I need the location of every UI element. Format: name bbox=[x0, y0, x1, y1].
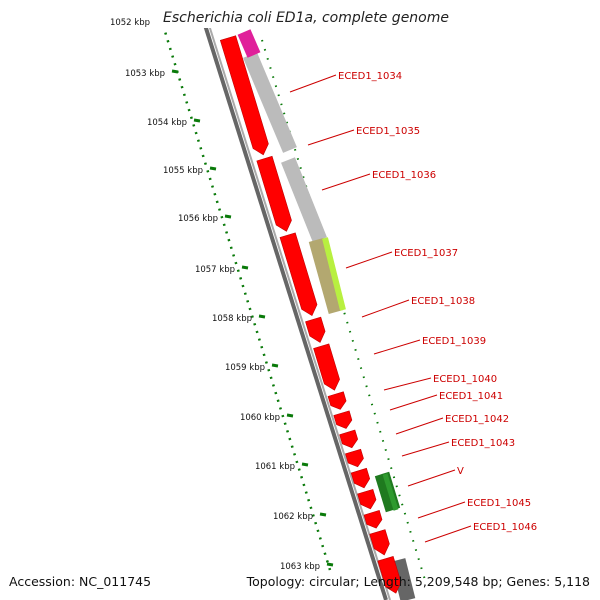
gene-callout-line bbox=[383, 377, 432, 391]
gene-callout-line bbox=[321, 173, 371, 191]
gene-label: ECED1_1042 bbox=[445, 414, 509, 425]
kbp-label: 1054 kbp bbox=[147, 118, 187, 128]
kbp-label: 1061 kbp bbox=[255, 462, 295, 472]
gene-callout-line bbox=[345, 251, 393, 269]
cds-arrow bbox=[339, 429, 359, 449]
gene-callout-line bbox=[361, 299, 410, 318]
gray-feature bbox=[243, 52, 297, 153]
kbp-tick bbox=[193, 118, 201, 123]
kbp-label: 1058 kbp bbox=[212, 314, 252, 324]
kbp-tick bbox=[224, 214, 232, 219]
cds-arrow bbox=[305, 316, 326, 343]
gene-label: ECED1_1035 bbox=[356, 126, 420, 137]
cds-arrow bbox=[369, 529, 390, 556]
kbp-tick bbox=[258, 314, 266, 319]
kbp-tick bbox=[301, 462, 309, 467]
gene-callout-line bbox=[389, 394, 438, 411]
cds-track bbox=[219, 35, 402, 594]
kbp-tick bbox=[319, 512, 327, 517]
olive-feature bbox=[308, 237, 344, 315]
gene-callout-line bbox=[307, 129, 355, 146]
gene-labels: ECED1_1034 ECED1_1035 ECED1_1036 ECED1_1037… bbox=[338, 71, 537, 533]
gene-label: V bbox=[457, 466, 464, 477]
gene-callout-line bbox=[424, 525, 472, 543]
kbp-label: 1063 kbp bbox=[280, 562, 320, 572]
gene-label: ECED1_1039 bbox=[422, 336, 486, 347]
cds-arrow bbox=[350, 467, 371, 489]
lime-feature bbox=[322, 237, 346, 311]
gray-feature bbox=[281, 157, 327, 243]
gene-label: ECED1_1036 bbox=[372, 170, 436, 181]
cds-arrow bbox=[279, 232, 318, 317]
gene-label: ECED1_1034 bbox=[338, 71, 402, 82]
cds-arrow bbox=[327, 391, 347, 410]
gene-label: ECED1_1040 bbox=[433, 374, 497, 385]
gene-callout-line bbox=[417, 501, 466, 519]
kbp-label: 1056 kbp bbox=[178, 214, 218, 224]
magenta-feature bbox=[237, 29, 261, 58]
kbp-label: 1059 kbp bbox=[225, 363, 265, 373]
gene-label: ECED1_1038 bbox=[411, 296, 475, 307]
gene-callouts bbox=[289, 74, 472, 543]
gene-callout-line bbox=[373, 339, 421, 355]
gene-label: ECED1_1045 bbox=[467, 498, 531, 509]
outer-dotted-track bbox=[261, 39, 426, 581]
cds-arrow bbox=[377, 556, 402, 594]
gene-callout-line bbox=[401, 441, 450, 457]
kbp-ticks bbox=[156, 18, 334, 567]
gene-label: ECED1_1037 bbox=[394, 248, 458, 259]
gene-callout-line bbox=[395, 417, 444, 435]
map-title: Escherichia coli ED1a, complete genome bbox=[163, 10, 449, 26]
gene-callout-line bbox=[289, 74, 337, 93]
cds-arrow bbox=[219, 35, 269, 156]
genome-summary-text: Topology: circular; Length: 5,209,548 bp… bbox=[246, 574, 590, 589]
kbp-tick bbox=[271, 363, 279, 368]
cds-arrow bbox=[313, 343, 340, 391]
cds-arrow bbox=[345, 448, 364, 468]
cds-arrow bbox=[333, 410, 353, 429]
gray-feature bbox=[390, 558, 416, 600]
kbp-label: 1057 kbp bbox=[195, 265, 235, 275]
accession-text: Accession: NC_011745 bbox=[9, 574, 152, 589]
kbp-label: 1055 kbp bbox=[163, 166, 203, 176]
cds-arrow bbox=[256, 155, 292, 232]
cds-arrow bbox=[363, 510, 383, 529]
kbp-label: 1062 kbp bbox=[273, 512, 313, 522]
kbp-label: 1052 kbp bbox=[110, 18, 150, 28]
green-feature bbox=[374, 471, 401, 513]
cds-arrow bbox=[357, 489, 377, 510]
kbp-tick bbox=[326, 562, 334, 567]
genome-backbone bbox=[203, 24, 388, 600]
gray-feature-track bbox=[243, 52, 416, 600]
green-feature-highlight bbox=[382, 473, 399, 511]
kbp-tick bbox=[171, 69, 179, 74]
special-feature-track bbox=[237, 29, 401, 513]
kbp-label: 1053 kbp bbox=[125, 69, 165, 79]
kbp-tick bbox=[209, 166, 217, 171]
gene-callout-line bbox=[407, 469, 456, 487]
kbp-label: 1060 kbp bbox=[240, 413, 280, 423]
gene-label: ECED1_1043 bbox=[451, 438, 515, 449]
title-backdrop bbox=[150, 6, 450, 28]
kbp-tick bbox=[286, 413, 294, 418]
genome-backbone-highlight bbox=[208, 24, 391, 600]
gene-label: ECED1_1046 bbox=[473, 522, 537, 533]
gene-label: ECED1_1041 bbox=[439, 391, 503, 402]
kbp-tick bbox=[241, 265, 249, 270]
kbp-labels: 1052 kbp 1053 kbp 1054 kbp 1055 kbp 1056 kbp… bbox=[110, 18, 320, 572]
